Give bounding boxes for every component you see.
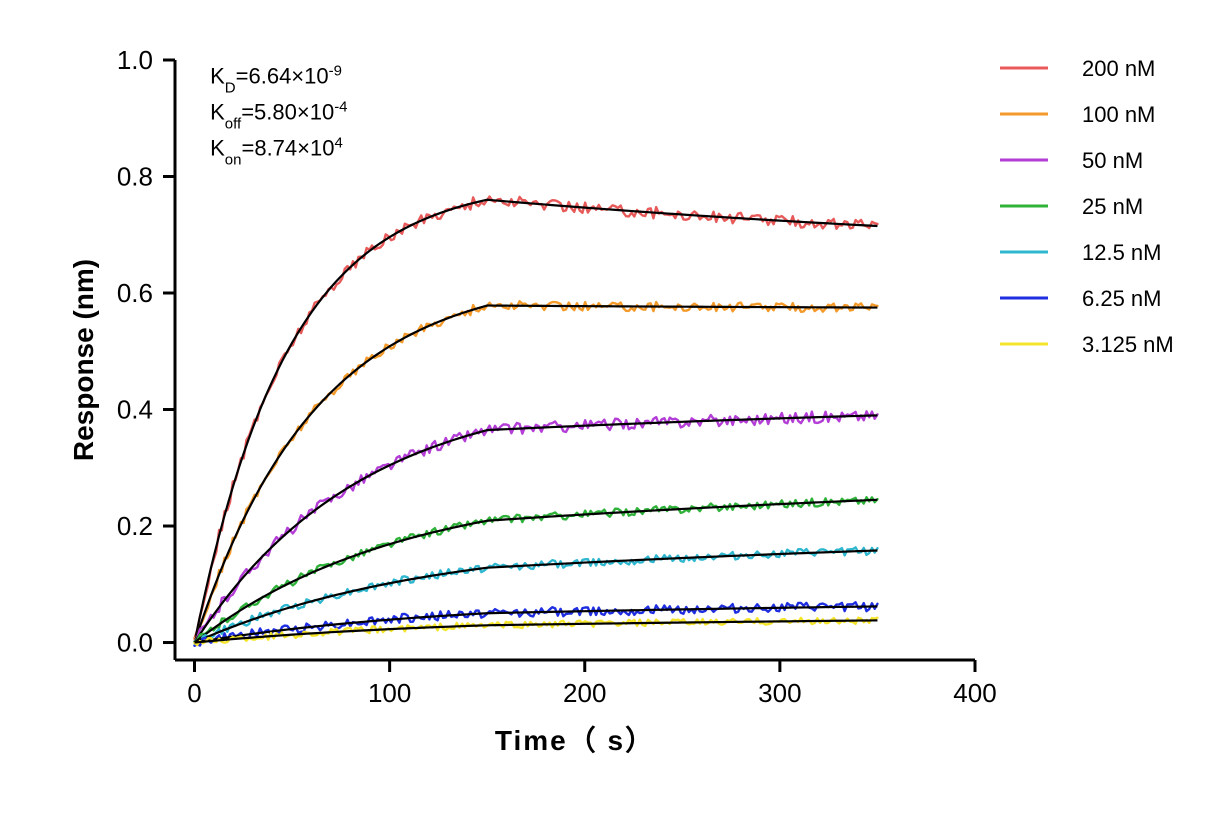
y-tick-label: 0.6 (117, 278, 153, 308)
x-tick-label: 0 (187, 678, 201, 708)
x-axis-label: Time（ s） (495, 724, 655, 756)
y-tick-label: 1.0 (117, 45, 153, 75)
y-tick-label: 0.2 (117, 511, 153, 541)
x-tick-label: 200 (563, 678, 606, 708)
legend-label: 12.5 nM (1082, 240, 1162, 265)
legend-label: 100 nM (1082, 102, 1155, 127)
sensorgram-chart: 0 100 200 300 400 Time（ s） 0.0 0.2 0.4 0.6 0.8 1.0 R… (0, 0, 1232, 825)
x-tick-label: 300 (758, 678, 801, 708)
legend-label: 6.25 nM (1082, 286, 1162, 311)
y-tick-label: 0.4 (117, 395, 153, 425)
y-tick-label: 0.8 (117, 162, 153, 192)
x-tick-label: 400 (953, 678, 996, 708)
legend-label: 3.125 nM (1082, 332, 1174, 357)
x-tick-label: 100 (368, 678, 411, 708)
y-axis-label: Response (nm) (68, 259, 99, 461)
legend-label: 200 nM (1082, 56, 1155, 81)
legend-label: 50 nM (1082, 148, 1143, 173)
y-tick-label: 0.0 (117, 628, 153, 658)
legend-label: 25 nM (1082, 194, 1143, 219)
